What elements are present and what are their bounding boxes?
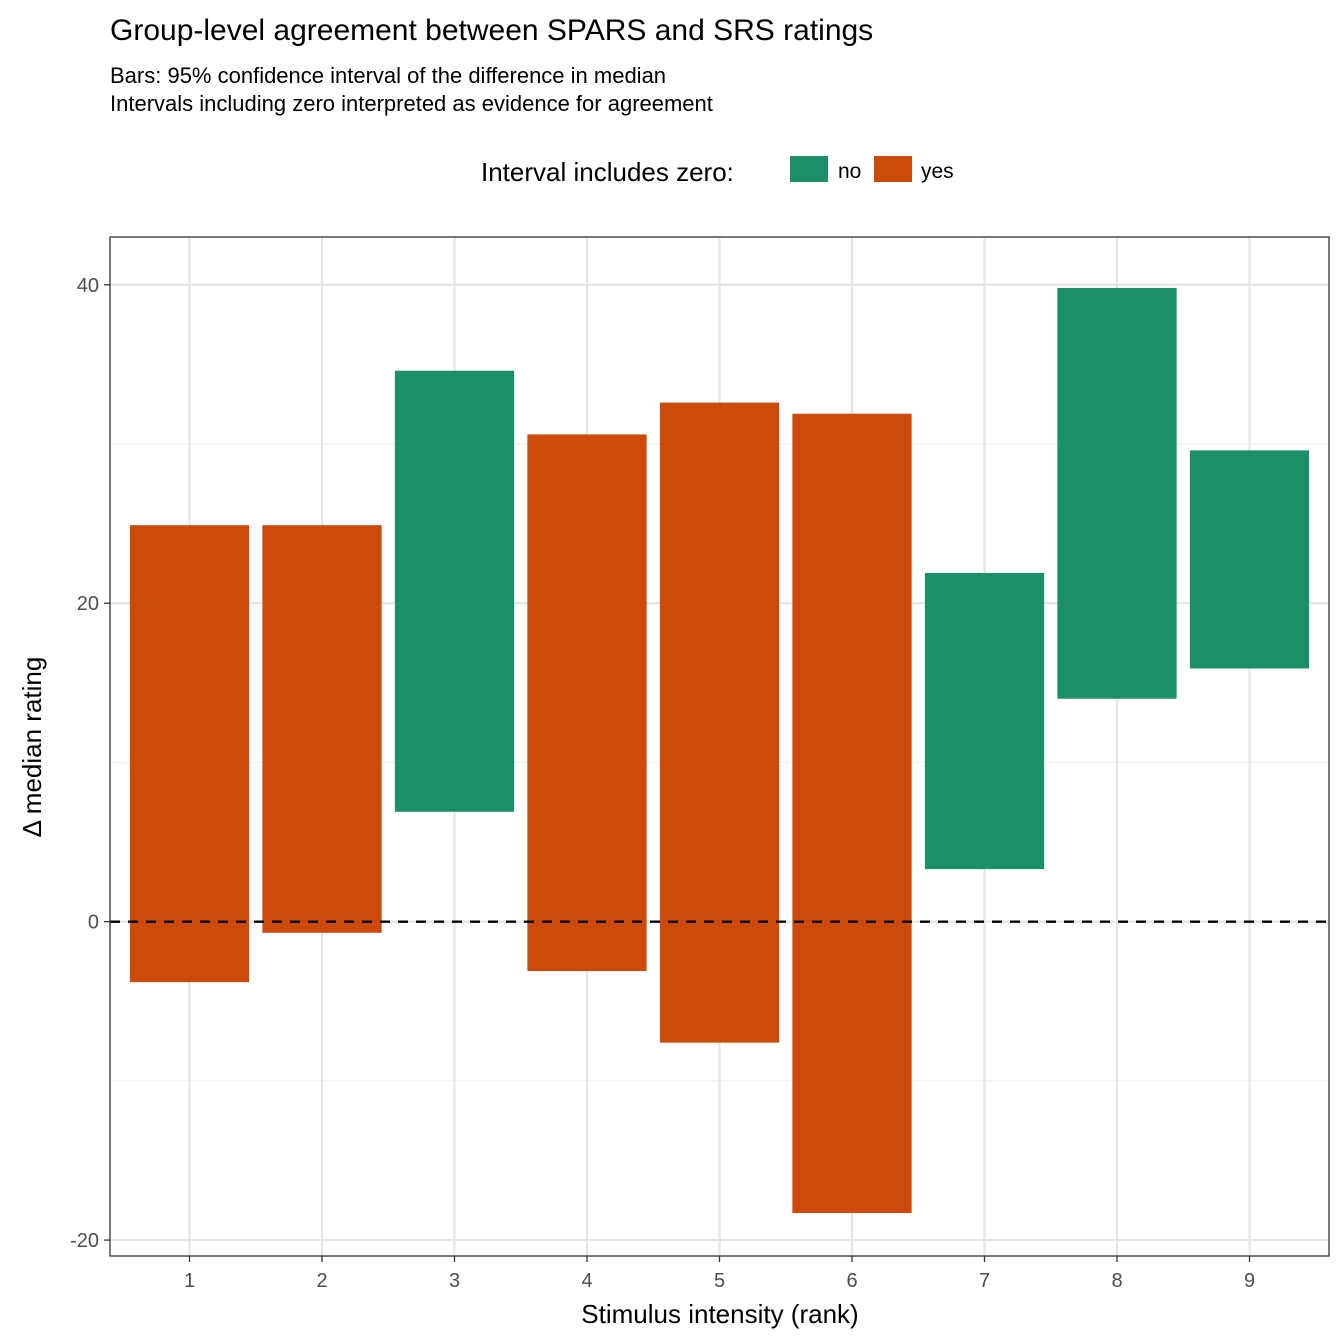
x-tick-label: 6 [846, 1270, 857, 1292]
legend-label-no: no [838, 160, 861, 183]
bar-interval-4 [527, 434, 647, 971]
bar-interval-6 [792, 413, 912, 1214]
chart-title: Group-level agreement between SPARS and … [110, 14, 873, 47]
legend-title: Interval includes zero: [481, 157, 734, 187]
legend: Interval includes zero: no yes [481, 156, 954, 187]
x-tick-label: 3 [449, 1270, 460, 1292]
legend-label-yes: yes [921, 160, 954, 183]
x-axis-title: Stimulus intensity (rank) [581, 1299, 858, 1329]
bar-interval-3 [394, 370, 515, 812]
x-tick-label: 7 [979, 1270, 990, 1292]
x-tick-label: 8 [1111, 1270, 1122, 1292]
x-tick-label: 5 [714, 1270, 725, 1292]
bar-interval-5 [659, 402, 780, 1043]
y-tick-label: -20 [70, 1230, 99, 1252]
legend-key-no [790, 156, 828, 182]
x-tick-label: 2 [316, 1270, 327, 1292]
bar-interval-1 [129, 525, 250, 983]
y-tick-label: 0 [88, 912, 99, 934]
bar-interval-2 [262, 525, 382, 933]
y-tick-label: 40 [77, 275, 99, 297]
y-tick-label: 20 [77, 593, 99, 615]
axes: -20 0 20 40 1 2 3 4 5 6 7 8 9 [70, 275, 1255, 1292]
x-tick-label: 4 [581, 1270, 592, 1292]
x-tick-label: 1 [184, 1270, 195, 1292]
bars [129, 287, 1310, 1214]
bar-interval-9 [1189, 450, 1310, 669]
bar-interval-7 [924, 572, 1045, 870]
x-tick-label: 9 [1244, 1270, 1255, 1292]
bar-interval-8 [1057, 287, 1177, 699]
y-axis-title: Δ median rating [17, 657, 47, 838]
chart-subtitle-line-1: Bars: 95% confidence interval of the dif… [110, 63, 666, 88]
legend-key-yes [874, 156, 912, 182]
chart-subtitle-line-2: Intervals including zero interpreted as … [110, 91, 713, 116]
